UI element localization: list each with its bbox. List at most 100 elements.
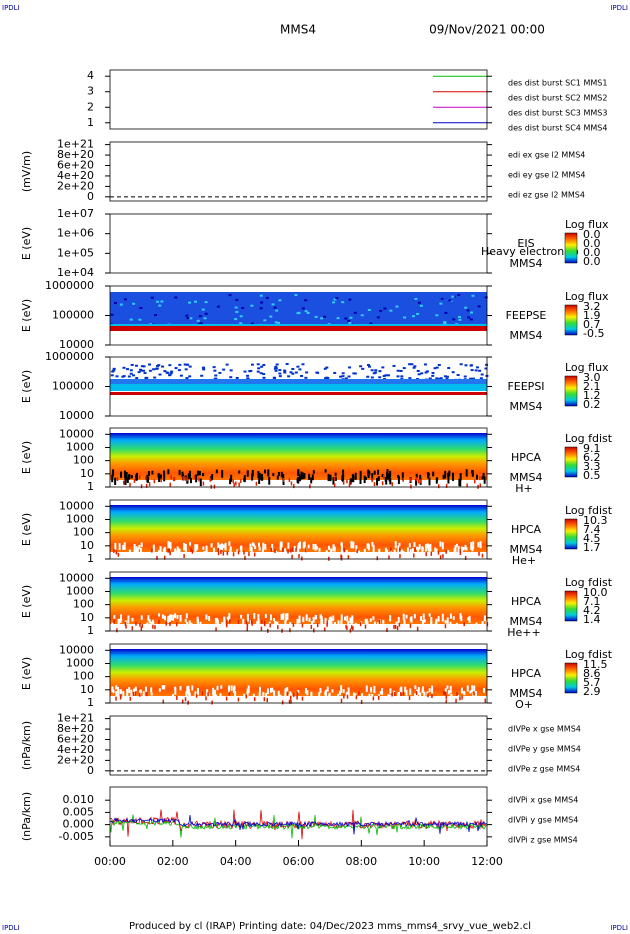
spectrogram-speck — [365, 618, 368, 623]
spectrogram-speck — [297, 690, 300, 694]
legend-label: edi ez gse l2 MMS4 — [508, 191, 585, 200]
instrument: EIS — [517, 237, 534, 250]
spectrogram-speck — [428, 549, 431, 558]
colorbar-label: 2.1 — [583, 380, 601, 393]
spectrogram-speck — [270, 687, 273, 693]
spectrogram-speck — [243, 370, 247, 373]
spectrogram-speck — [414, 547, 416, 552]
spectrogram-speck — [405, 689, 408, 696]
spectrogram-speck — [125, 624, 127, 629]
spectrogram-speck — [251, 621, 253, 626]
spectrogram-speck — [271, 687, 274, 693]
spectrogram-speck — [359, 470, 362, 479]
spectrogram-speck — [384, 547, 387, 554]
spectrogram-speck — [205, 696, 207, 701]
spectrogram-speck — [248, 370, 252, 373]
spectrogram-speck — [251, 473, 254, 481]
y-tick-label: 1e+05 — [57, 246, 94, 259]
spectrogram-speck — [435, 314, 439, 317]
spectrogram-speck — [312, 616, 315, 623]
spectrogram-speck — [304, 376, 308, 379]
colorbar — [564, 518, 578, 550]
y-tick-label: 10000 — [59, 571, 94, 584]
spectrogram-speck — [468, 615, 471, 623]
spectrogram-speck — [464, 306, 468, 309]
spectrogram-speck — [252, 543, 255, 547]
spectrogram-speck — [161, 614, 164, 619]
spectrogram-speck — [404, 686, 407, 693]
spectrogram-speck — [208, 615, 211, 622]
spectrogram-speck — [257, 471, 260, 479]
spectrogram-speck — [373, 685, 376, 694]
colorbar-label: 0.7 — [583, 318, 601, 331]
spectrogram-speck — [458, 478, 461, 487]
colorbar-label: 9.1 — [583, 442, 601, 455]
spectrogram-speck — [130, 363, 134, 366]
spectrogram-speck — [359, 365, 363, 368]
spectrogram-speck — [261, 549, 264, 558]
spectrogram-speck — [288, 699, 291, 704]
spectrogram-speck — [431, 694, 433, 699]
spectrogram-speck — [220, 685, 223, 689]
spectrogram-speck — [269, 623, 271, 628]
spectrogram-speck — [166, 371, 170, 374]
spectrogram-speck — [418, 544, 421, 550]
spectrogram-speck — [206, 689, 209, 698]
spectrogram-speck — [325, 366, 329, 369]
spectrogram-speck — [273, 306, 277, 309]
spectrogram-speck — [272, 473, 275, 477]
spectrogram-speck — [398, 542, 401, 546]
spectrogram-speck — [147, 476, 150, 483]
spectrogram-speck — [356, 549, 358, 554]
spectrogram-speck — [370, 687, 373, 693]
y-tick-label: 1000 — [66, 656, 94, 669]
spectrogram-speck — [153, 376, 157, 379]
spectrogram-speck — [257, 614, 260, 621]
spectrogram-speck — [126, 688, 129, 694]
spectrogram-speck — [278, 375, 282, 378]
spectrogram-speck — [477, 542, 480, 548]
spectrogram-speck — [312, 543, 315, 550]
spectrogram-speck — [152, 624, 154, 629]
spectrogram-speck — [202, 368, 206, 371]
spectrogram-speck — [115, 375, 119, 378]
y-tick-label: 10000 — [59, 643, 94, 656]
spectrogram-speck — [250, 322, 254, 325]
spectrogram-speck — [111, 370, 115, 373]
colorbar-title: Log fdist — [565, 432, 613, 445]
spectrogram-speck — [389, 694, 392, 699]
spectrogram-speck — [430, 616, 433, 625]
spectrogram-speck — [163, 685, 166, 690]
note: Heavy electron to — [481, 245, 579, 258]
spectrogram-speck — [367, 544, 370, 551]
spectrogram-speck — [484, 367, 488, 370]
spectrogram-speck — [471, 377, 475, 380]
spectrogram-speck — [435, 377, 439, 380]
spectrogram-speck — [389, 309, 393, 312]
spectrogram-speck — [287, 375, 291, 378]
spectrogram-speck — [130, 475, 133, 479]
y-axis-label: (nPa/km) — [20, 792, 33, 841]
spectrogram-speck — [212, 550, 215, 557]
spectrogram-speck — [116, 477, 119, 482]
spectrogram-speck — [219, 693, 222, 702]
spectrogram-speck — [443, 375, 447, 378]
spectrogram-speck — [295, 547, 297, 552]
spectrogram-speck — [176, 614, 179, 619]
spectrogram-speck — [377, 469, 380, 475]
spectrogram-speck — [447, 472, 450, 478]
spectrogram-speck — [419, 692, 422, 699]
spectrogram-speck — [367, 543, 370, 547]
spectrogram-speck — [358, 691, 360, 696]
spectrogram-speck — [351, 615, 354, 623]
spacecraft: MMS4 — [510, 400, 543, 413]
spectrogram-speck — [126, 693, 129, 698]
spectrogram-speck — [138, 544, 141, 550]
spectrogram-speck — [316, 371, 320, 374]
spectrogram-speck — [439, 302, 443, 305]
spectrogram-speck — [214, 374, 218, 377]
spectrogram-speck — [365, 685, 368, 692]
spectrogram-speck — [366, 375, 370, 378]
spectrogram-speck — [273, 367, 277, 370]
spectrogram-speck — [282, 613, 285, 620]
